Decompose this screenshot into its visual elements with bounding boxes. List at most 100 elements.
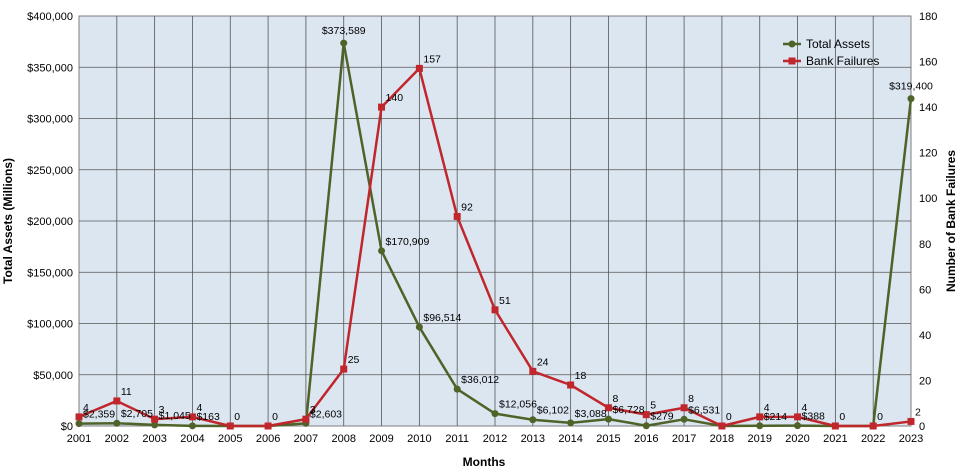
point-total-assets (151, 421, 159, 429)
data-label-bank-failures: 4 (764, 402, 770, 414)
right-tick-label: 80 (919, 239, 931, 251)
point-total-assets (113, 419, 121, 427)
data-label-bank-failures: 4 (196, 402, 202, 414)
point-bank-failures (75, 413, 83, 421)
legend-label-total-assets: Total Assets (806, 37, 870, 51)
data-label-bank-failures: 8 (688, 393, 694, 405)
right-tick-label: 20 (919, 375, 931, 387)
data-label-bank-failures: 18 (575, 370, 587, 382)
data-label-total-assets: $6,728 (612, 404, 644, 416)
right-tick-label: 160 (919, 57, 937, 69)
x-tick-label: 2002 (105, 433, 129, 445)
data-label-bank-failures: 4 (83, 402, 89, 414)
point-bank-failures (226, 422, 234, 430)
right-tick-label: 0 (919, 421, 925, 433)
series-layer (75, 39, 915, 430)
point-bank-failures (680, 404, 688, 412)
x-tick-label: 2011 (445, 433, 469, 445)
data-label-total-assets: $12,056 (499, 399, 537, 411)
point-total-assets (756, 422, 764, 430)
right-axis-ticks: 0 20 40 60 80 100 120 140 160 180 (919, 11, 937, 433)
legend-marker-total-assets (788, 40, 796, 48)
point-total-assets (340, 39, 348, 47)
right-tick-label: 40 (919, 330, 931, 342)
left-tick-label: $250,000 (27, 165, 73, 177)
data-label-bank-failures: 11 (121, 386, 132, 398)
legend-label-bank-failures: Bank Failures (806, 54, 879, 68)
left-tick-label: $400,000 (27, 11, 73, 23)
data-label-bank-failures: 2 (915, 406, 921, 418)
point-bank-failures (302, 415, 310, 423)
left-tick-label: $150,000 (27, 267, 73, 279)
x-tick-label: 2013 (521, 433, 545, 445)
data-label-total-assets: $6,531 (688, 404, 720, 416)
data-label-bank-failures: 3 (159, 404, 165, 416)
point-bank-failures (264, 422, 272, 430)
data-label-bank-failures: 0 (272, 411, 278, 423)
point-bank-failures (453, 212, 461, 220)
left-tick-label: $0 (61, 421, 73, 433)
point-bank-failures (113, 397, 121, 405)
data-label-total-assets: $3,088 (575, 408, 607, 420)
data-label-bank-failures: 0 (726, 411, 732, 423)
data-label-bank-failures: 4 (802, 402, 808, 414)
x-tick-label: 2005 (218, 433, 242, 445)
x-tick-label: 2003 (142, 433, 166, 445)
x-tick-label: 2004 (180, 433, 204, 445)
data-label-total-assets: $373,589 (322, 25, 366, 37)
point-total-assets (794, 422, 802, 430)
point-total-assets (415, 323, 423, 331)
point-total-assets (378, 247, 386, 255)
point-bank-failures (869, 422, 877, 430)
data-label-total-assets: $170,909 (386, 236, 430, 248)
data-labels: $2,359 $2,705 $1,045 $163 $2,603 $373,589 $170… (83, 25, 933, 423)
point-bank-failures (340, 365, 348, 373)
x-tick-label: 2018 (710, 433, 734, 445)
x-tick-label: 2007 (294, 433, 318, 445)
data-label-bank-failures: 51 (499, 295, 511, 307)
x-tick-label: 2023 (899, 433, 923, 445)
data-label-bank-failures: 24 (537, 356, 549, 368)
point-total-assets (188, 422, 196, 430)
legend-marker-bank-failures (788, 57, 796, 65)
left-axis-ticks: $0 $50,000 $100,000 $150,000 $200,000 $250,00… (27, 11, 73, 433)
x-tick-label: 2008 (331, 433, 355, 445)
x-tick-label: 2017 (672, 433, 696, 445)
data-label-bank-failures: 0 (877, 411, 883, 423)
right-tick-label: 180 (919, 11, 937, 23)
point-total-assets (567, 419, 575, 427)
x-tick-label: 2022 (861, 433, 885, 445)
data-label-bank-failures: 5 (650, 400, 656, 412)
x-tick-label: 2019 (747, 433, 771, 445)
x-tick-label: 2014 (558, 433, 582, 445)
data-label-total-assets: $1,045 (159, 410, 191, 422)
data-label-bank-failures: 25 (348, 354, 360, 366)
left-tick-label: $350,000 (27, 62, 73, 74)
data-label-total-assets: $2,705 (121, 408, 153, 420)
x-tick-label: 2012 (483, 433, 507, 445)
data-label-bank-failures: 0 (234, 411, 240, 423)
data-label-total-assets: $319,400 (889, 81, 933, 93)
point-bank-failures (188, 413, 196, 421)
x-tick-label: 2021 (823, 433, 847, 445)
point-total-assets (680, 415, 688, 423)
point-bank-failures (491, 306, 499, 314)
data-label-total-assets: $279 (650, 411, 674, 423)
grid (79, 16, 911, 426)
data-label-bank-failures: 140 (386, 92, 404, 104)
point-total-assets (529, 416, 537, 424)
x-axis-title: Months (463, 455, 506, 469)
right-axis-title: Number of Bank Failures (944, 150, 958, 292)
x-axis-ticks: 2001 2002 2003 2004 2005 2006 2007 2008 2009 2010… (67, 433, 923, 445)
x-tick-label: 2010 (407, 433, 431, 445)
point-bank-failures (756, 413, 764, 421)
point-total-assets (907, 95, 915, 103)
point-bank-failures (907, 417, 915, 425)
point-bank-failures (567, 381, 575, 389)
point-bank-failures (604, 404, 612, 412)
right-tick-label: 120 (919, 148, 937, 160)
point-total-assets (491, 410, 499, 418)
point-bank-failures (415, 64, 423, 72)
x-tick-label: 2015 (596, 433, 620, 445)
